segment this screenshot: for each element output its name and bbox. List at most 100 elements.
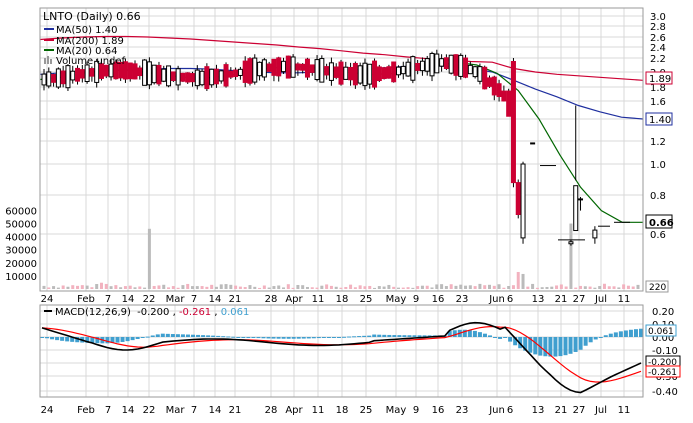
volume-bar bbox=[468, 285, 472, 289]
volume-bar bbox=[602, 283, 606, 289]
macd-histogram-bar bbox=[316, 337, 321, 339]
volume-bar bbox=[214, 286, 218, 289]
close-value-box bbox=[645, 214, 673, 229]
macd-x-tick-label: 27 bbox=[573, 405, 586, 416]
volume-tick-label: 30000 bbox=[5, 246, 37, 257]
macd-histogram-bar bbox=[321, 337, 326, 338]
x-tick-label: Jul bbox=[594, 294, 607, 305]
macd-histogram-bar bbox=[110, 337, 115, 344]
macd-histogram-bar bbox=[357, 336, 362, 338]
candle-body bbox=[199, 70, 205, 86]
candle-body bbox=[439, 58, 445, 67]
volume-bar bbox=[502, 287, 506, 289]
candle-body bbox=[372, 60, 378, 88]
macd-histogram-bar bbox=[573, 337, 578, 352]
candle-body bbox=[395, 66, 401, 76]
candle-body bbox=[98, 63, 104, 79]
macd-x-tick-label: Apr bbox=[285, 405, 303, 416]
candle-body bbox=[319, 58, 325, 83]
macd-histogram-bar bbox=[276, 337, 281, 339]
volume-bar bbox=[588, 286, 592, 289]
macd-histogram-bar bbox=[553, 337, 558, 357]
macd-histogram-bar bbox=[543, 337, 548, 357]
candle-body bbox=[55, 68, 61, 88]
candle-body bbox=[448, 54, 454, 74]
volume-bar bbox=[488, 284, 491, 289]
candle-body bbox=[127, 62, 133, 80]
volume-bar bbox=[540, 287, 544, 289]
legend-ma50: MA(50) 1.40 bbox=[56, 25, 117, 36]
candle-body bbox=[281, 60, 287, 73]
volume-bar bbox=[569, 223, 573, 289]
macd-histogram-bar bbox=[236, 337, 241, 338]
volume-bar bbox=[286, 284, 290, 289]
candle-body bbox=[443, 57, 449, 69]
macd-histogram-bar bbox=[256, 337, 261, 339]
macd-histogram-bar bbox=[221, 336, 226, 338]
macd-histogram-bar bbox=[261, 337, 266, 339]
volume-bar bbox=[459, 284, 463, 289]
y-tick-label: 1.8 bbox=[650, 83, 666, 94]
macd-x-tick-label: 22 bbox=[143, 405, 156, 416]
macd-histogram-bar bbox=[639, 328, 643, 337]
volume-bar bbox=[430, 287, 434, 289]
macd-histogram-bar bbox=[618, 331, 623, 337]
candle-body bbox=[352, 62, 358, 86]
legend-ma20: MA(20) 0.64 bbox=[56, 46, 117, 57]
macd-histogram-bar bbox=[417, 335, 422, 337]
volume-bar bbox=[478, 283, 482, 289]
y-tick-label: 2.2 bbox=[650, 54, 666, 65]
candle-body bbox=[568, 241, 574, 245]
volume-bar bbox=[358, 285, 362, 289]
macd-x-tick-label: 6 bbox=[507, 405, 513, 416]
macd-x-tick-label: 18 bbox=[336, 405, 349, 416]
volume-bar bbox=[143, 287, 147, 289]
candle-body bbox=[252, 57, 258, 83]
volume-bar bbox=[162, 284, 166, 289]
ma200-value-label: 1.89 bbox=[649, 74, 671, 85]
macd-histogram-bar bbox=[191, 334, 196, 337]
macd-histogram-bar bbox=[513, 337, 518, 346]
macd-histogram-bar bbox=[120, 337, 125, 342]
macd-histogram-bar bbox=[588, 337, 593, 343]
candle-body bbox=[429, 52, 435, 77]
macd-histogram-bar bbox=[447, 331, 452, 337]
macd-histogram-bar bbox=[140, 337, 145, 338]
macd-y-tick-label: 0.20 bbox=[652, 307, 674, 318]
volume-bar bbox=[440, 284, 444, 289]
macd-histogram-bar bbox=[452, 330, 457, 337]
candle-body bbox=[515, 182, 521, 216]
volume-bar bbox=[550, 286, 554, 289]
candle-body bbox=[94, 60, 100, 83]
macd-x-tick-label: 9 bbox=[413, 405, 419, 416]
macd-histogram-bar bbox=[563, 337, 568, 356]
macd-histogram-bar bbox=[608, 333, 613, 337]
macd-histogram-bar bbox=[231, 336, 236, 338]
candle-body bbox=[41, 73, 47, 86]
candle-body bbox=[218, 70, 224, 82]
volume-bar bbox=[253, 286, 257, 289]
volume-bar bbox=[617, 287, 621, 289]
candle-body bbox=[405, 61, 411, 77]
candle-body bbox=[122, 61, 128, 80]
x-tick-label: May bbox=[386, 294, 407, 305]
macd-histogram-bar bbox=[583, 337, 588, 346]
macd-x-tick-label: 28 bbox=[265, 405, 278, 416]
macd-histogram-bar bbox=[628, 329, 633, 337]
macd-x-tick-label: Feb bbox=[77, 405, 95, 416]
candle-body bbox=[175, 68, 181, 86]
macd-histogram-bar bbox=[271, 337, 276, 339]
volume-bar bbox=[607, 286, 611, 289]
macd-histogram-bar bbox=[412, 335, 417, 337]
volume-bar bbox=[535, 287, 539, 289]
volume-bar bbox=[176, 287, 180, 289]
volume-bar bbox=[411, 287, 415, 289]
ma200-value-box bbox=[645, 71, 673, 85]
y-tick-label: 2.6 bbox=[650, 33, 666, 44]
macd-histogram-bar bbox=[508, 337, 513, 342]
macd-histogram-bar bbox=[180, 334, 185, 337]
candle-body bbox=[386, 66, 392, 79]
candle-body bbox=[237, 68, 243, 76]
volume-bar bbox=[114, 285, 118, 289]
